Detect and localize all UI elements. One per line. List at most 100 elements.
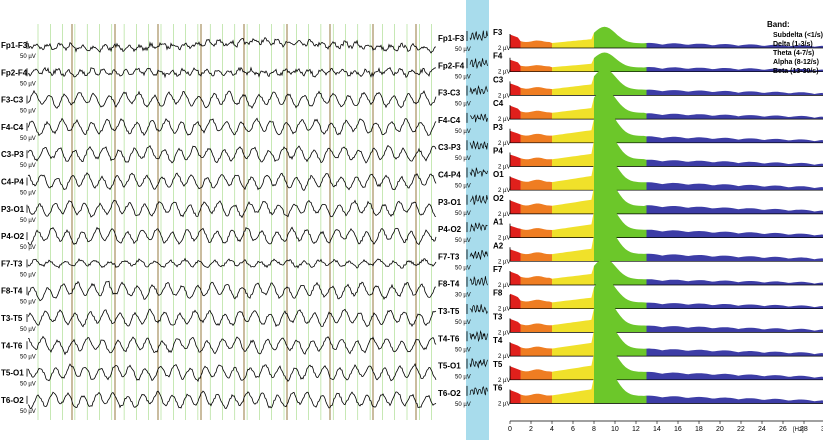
epoch-trace	[469, 58, 488, 70]
electrode-label: P3	[493, 123, 503, 132]
eeg-trace	[27, 226, 437, 246]
x-tick-label: 14	[653, 426, 661, 433]
epoch-scale-label: 50 µV	[455, 211, 471, 217]
power-scale-label: 2 µV	[498, 330, 510, 336]
power-scale-label: 2 µV	[498, 188, 510, 194]
x-tick-label: 26	[779, 426, 787, 433]
epoch-scale-label: 50 µV	[455, 265, 471, 271]
epoch-trace	[469, 330, 488, 343]
epoch-scale-label: 50 µV	[455, 375, 471, 381]
epoch-scale-label: 50 µV	[455, 129, 471, 135]
eeg-channel-label: F8-T4	[1, 287, 23, 296]
eeg-trace	[27, 280, 437, 302]
x-unit-label: [Hz]	[793, 427, 804, 433]
x-tick-label: 18	[695, 426, 703, 433]
eeg-channel-label: P4-O2	[1, 232, 25, 241]
epoch-trace	[469, 30, 488, 42]
x-tick-label: 12	[632, 426, 640, 433]
epoch-trace	[469, 275, 488, 286]
eeg-trace	[27, 117, 437, 137]
eeg-trace	[27, 308, 437, 328]
epoch-scale-label: 50 µV	[455, 47, 471, 53]
eeg-channel-label: Fp2-F4	[1, 68, 28, 77]
legend-item-beta: Beta (13-30/s)	[773, 68, 819, 75]
epoch-scale-label: 50 µV	[455, 156, 471, 162]
eeg-scale-label: 50 µV	[20, 109, 36, 115]
electrode-label: A2	[493, 241, 504, 250]
electrode-label: T4	[493, 336, 503, 345]
electrode-label: T5	[493, 360, 503, 369]
eeg-scale-label: 50 µV	[20, 54, 36, 60]
electrode-label: P4	[493, 147, 503, 156]
eeg-channel-label: T3-T5	[1, 314, 23, 323]
x-tick-label: 20	[716, 426, 724, 433]
eeg-scale-label: 50 µV	[20, 163, 36, 169]
eeg-trace	[27, 66, 436, 79]
epoch-scale-label: 50 µV	[455, 347, 471, 353]
x-tick-label: 6	[571, 426, 575, 433]
eeg-channel-label: C4-P4	[438, 171, 461, 180]
legend-item-alpha: Alpha (8-12/s)	[773, 59, 819, 66]
x-tick-label: 22	[737, 426, 745, 433]
eeg-channel-label: P3-O1	[438, 198, 462, 207]
eeg-channel-label: F3-C3	[438, 89, 461, 98]
eeg-trace-panel: Fp1-F3 Fp1-F3 50 µV Fp2-F4 Fp2-F4 50 µV F3-C3 F…	[1, 24, 465, 420]
eeg-channel-label: T6-O2	[1, 396, 24, 405]
electrode-label: F3	[493, 28, 503, 37]
power-scale-label: 2 µV	[498, 402, 510, 408]
x-tick-label: 30	[821, 426, 823, 433]
band-fill	[510, 52, 521, 72]
epoch-scale-label: 50 µV	[455, 184, 471, 190]
epoch-scale-label: 50 µV	[455, 320, 471, 326]
electrode-label: F4	[493, 52, 503, 61]
eeg-scale-label: 50 µV	[20, 382, 36, 388]
epoch-scale-label: 50 µV	[455, 402, 471, 408]
power-scale-label: 2 µV	[498, 46, 510, 52]
legend-item-subdelta: Subdelta (<1/s)	[773, 32, 823, 39]
eeg-trace	[27, 390, 437, 410]
band-fill	[520, 26, 552, 48]
power-scale-label: 2 µV	[498, 259, 510, 265]
eeg-trace	[27, 36, 436, 54]
eeg-trace	[27, 144, 437, 164]
legend-title: Band:	[767, 20, 790, 29]
eeg-scale-label: 50 µV	[20, 354, 36, 360]
power-scale-label: 2 µV	[498, 117, 510, 123]
x-tick-label: 2	[529, 426, 533, 433]
eeg-trace	[27, 362, 437, 383]
eeg-trace	[27, 199, 437, 219]
eeg-trace	[27, 172, 437, 192]
band-fill	[594, 26, 647, 48]
eeg-channel-label: P3-O1	[1, 205, 25, 214]
electrode-label: A1	[493, 218, 504, 227]
epoch-trace	[470, 113, 488, 123]
x-tick-label: 28	[800, 426, 808, 433]
eeg-scale-label: 50 µV	[20, 136, 36, 142]
eeg-channel-label: T4-T6	[1, 341, 23, 350]
epoch-scale-label: 50 µV	[455, 74, 471, 80]
epoch-highlight-band	[466, 0, 489, 440]
x-tick-label: 24	[758, 426, 766, 433]
eeg-channel-label: F3-C3	[1, 96, 24, 105]
power-scale-label: 2 µV	[498, 236, 510, 242]
electrode-label: O1	[493, 170, 504, 179]
eeg-channel-label: T6-O2	[438, 389, 461, 398]
electrode-label: C4	[493, 99, 504, 108]
eeg-trace	[27, 89, 437, 109]
band-fill	[510, 26, 521, 48]
epoch-trace	[469, 357, 488, 369]
band-legend: Band: Subdelta (<1/s) Delta (1-3/s) Thet…	[767, 20, 823, 75]
eeg-channel-label: T5-O1	[1, 369, 24, 378]
eeg-channel-label: F4-C4	[1, 123, 24, 132]
eeg-channel-label: F4-C4	[438, 116, 461, 125]
eeg-channel-label: F7-T3	[438, 252, 460, 261]
power-scale-label: 2 µV	[498, 307, 510, 313]
legend-item-theta: Theta (4-7/s)	[773, 50, 814, 57]
eeg-scale-label: 50 µV	[20, 218, 36, 224]
eeg-scale-label: 50 µV	[20, 245, 36, 251]
eeg-scale-label: 50 µV	[20, 272, 36, 278]
epoch-scale-label: 30 µV	[455, 293, 471, 299]
epoch-trace	[469, 249, 488, 260]
epoch-trace	[469, 167, 488, 177]
